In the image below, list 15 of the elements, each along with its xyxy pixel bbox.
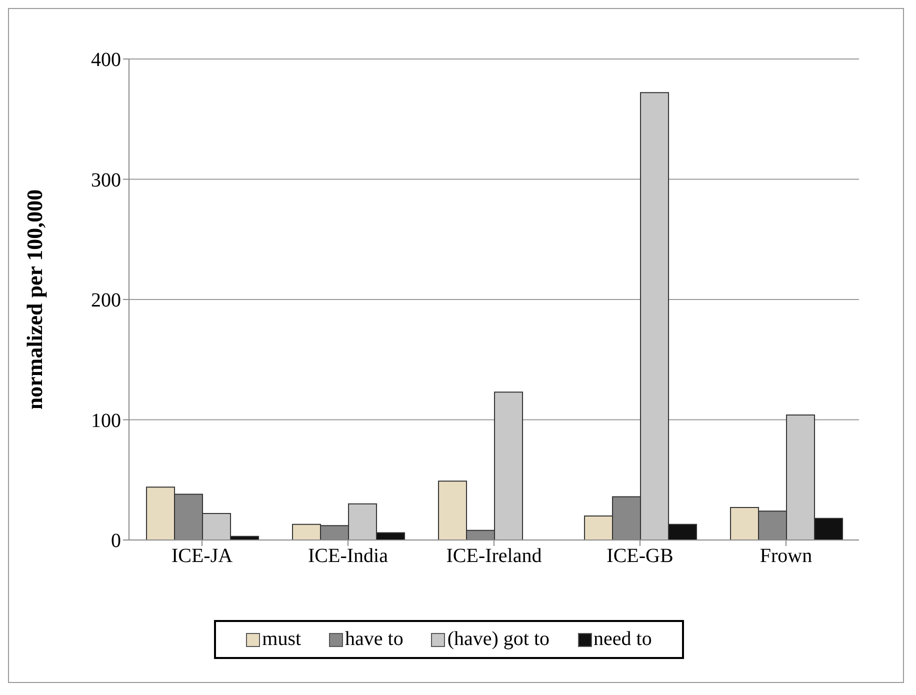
y-tick-label: 0 [111,530,121,552]
x-tick-label: ICE-Ireland [446,545,542,568]
y-tick-label: 200 [91,290,121,312]
y-tick-label: 100 [91,410,121,432]
x-tick-label: ICE-India [308,545,388,568]
x-tick-label: Frown [760,545,812,568]
x-tick-label: ICE-JA [171,545,234,568]
legend-label: need to [592,628,652,651]
y-tick-label: 300 [91,169,121,192]
x-tick-label: ICE-GB [606,545,674,568]
legend-label: must [261,628,302,651]
legend-label: (have) got to [446,628,550,651]
legend-label: have to [344,628,404,651]
y-axis-title: normalized per 100,000 [22,189,47,410]
y-tick-label: 400 [91,49,121,72]
